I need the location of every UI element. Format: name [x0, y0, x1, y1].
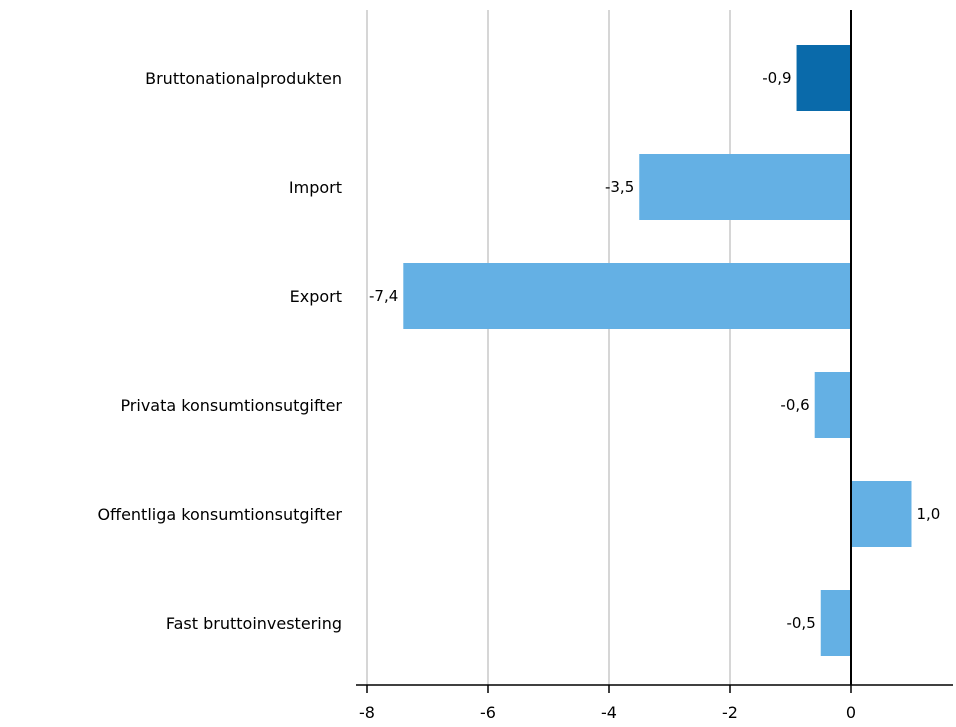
data-label: -0,9 — [762, 69, 791, 87]
category-label: Bruttonationalprodukten — [145, 69, 342, 88]
data-label: -7,4 — [369, 287, 398, 305]
bar — [820, 590, 851, 656]
data-label: -0,5 — [786, 614, 815, 632]
category-label: Import — [289, 178, 342, 197]
gridlines — [366, 10, 731, 685]
category-label: Export — [290, 287, 342, 306]
bars — [403, 45, 912, 656]
category-label: Offentliga konsumtionsutgifter — [97, 505, 342, 524]
data-label: 1,0 — [917, 505, 941, 523]
bar — [814, 372, 851, 438]
x-tick-label: -8 — [359, 703, 375, 722]
x-tick-label: -2 — [722, 703, 738, 722]
bar — [796, 45, 851, 111]
x-tick-label: 0 — [846, 703, 856, 722]
x-tick-label: -6 — [480, 703, 496, 722]
category-label: Privata konsumtionsutgifter — [120, 396, 342, 415]
labels: -0,9 Bruttonationalprodukten -3,5 Import -7,… — [97, 69, 940, 633]
bar — [851, 481, 912, 547]
x-tick-label: -4 — [601, 703, 617, 722]
axes: -8 -6 -4 -2 0 — [356, 10, 953, 722]
bar — [403, 263, 851, 329]
data-label: -0,6 — [780, 396, 809, 414]
category-label: Fast bruttoinvestering — [166, 614, 342, 633]
data-label: -3,5 — [605, 178, 634, 196]
bar — [639, 154, 851, 220]
